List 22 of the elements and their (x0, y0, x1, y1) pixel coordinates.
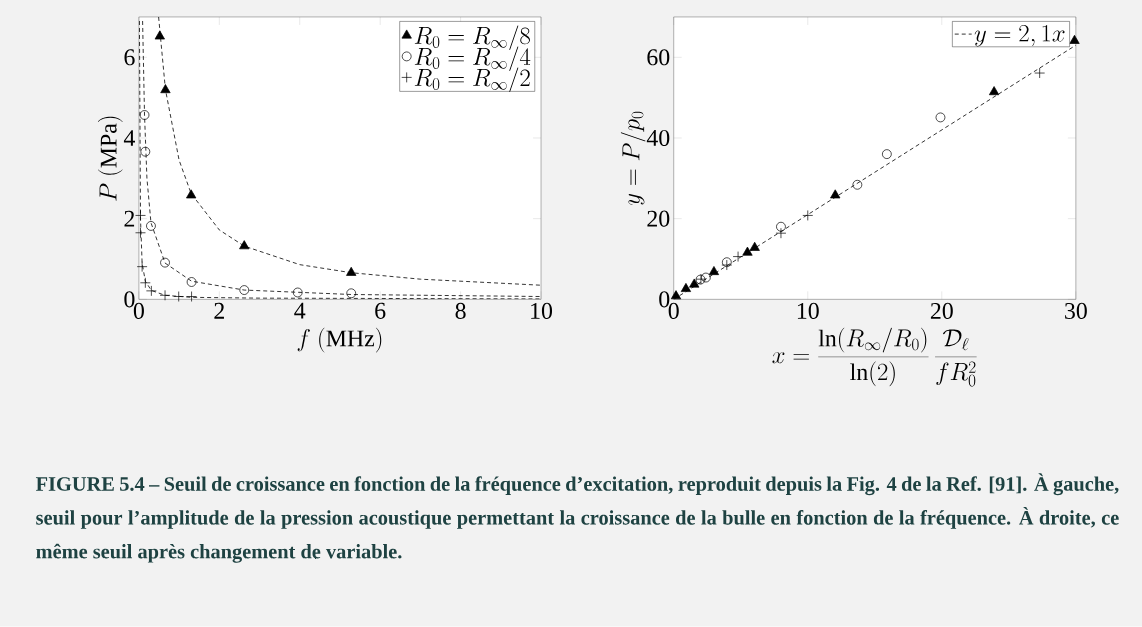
y-tick-label: 6 (124, 49, 135, 66)
y-tick-label: 0 (659, 291, 670, 308)
y-tick-label: 40 (646, 130, 670, 147)
x-tick-label: 8 (455, 303, 466, 320)
y-tick-label: 4 (123, 130, 136, 147)
x-tick-label: 10 (797, 303, 819, 320)
y-tick-label: 2 (124, 210, 135, 227)
x-tick-label: 20 (930, 303, 953, 320)
y-tick-label: 0 (124, 291, 135, 308)
x-tick-label: 10 (531, 303, 553, 320)
y-tick-label: 60 (647, 49, 670, 66)
x-tick-label: 2 (214, 303, 224, 319)
y-tick-label: 20 (647, 210, 670, 227)
x-axis-title: $x = \frac{\ln(R_\infty/R_0)}{\ln(2)}\,\frac{\mathcal{D}_\ell}{fR_0^2}$ (772, 327, 977, 387)
x-axis-title: $f\ (\mathrm{MHz})$ (297, 327, 382, 353)
y-axis-title: $y = P/p_0$ (620, 111, 646, 206)
x-tick-label: 30 (1065, 303, 1087, 320)
y-axis-title: $P\ (\mathrm{MPa})$ (97, 116, 123, 201)
x-tick-label: 4 (294, 303, 306, 319)
x-tick-label: 6 (375, 303, 386, 320)
caption: FIGURE 5.4 – Seuil de croissance en fonction de la fréquence d’excitation, reproduit depuis la Fig. 4 de la Ref. [91]. À gauche, seuil pour l’amplitude de la pression acoustique permettant la croissance de la bulle en fonction de la fréquence. À droite, ce même seuil après changement de variable. (35, 473, 1119, 563)
legend-label: $y = 2,1x$ (974, 25, 1065, 47)
